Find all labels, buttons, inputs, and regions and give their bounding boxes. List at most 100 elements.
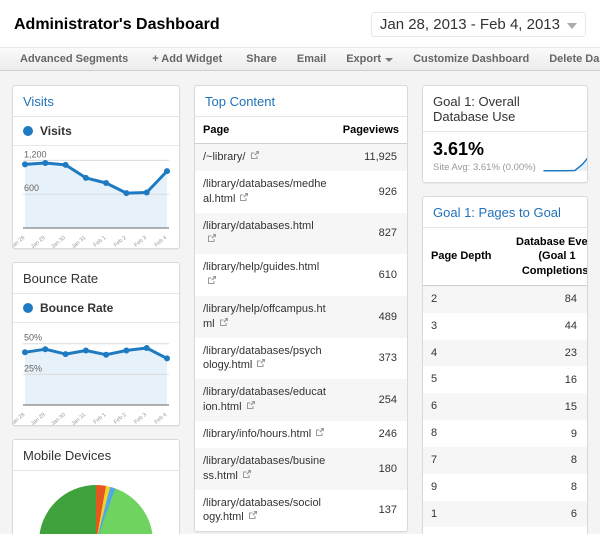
column-header-database-event: Database Event (Goal 1 Completions) xyxy=(502,228,587,286)
bounce-rate-legend: Bounce Rate xyxy=(13,294,179,323)
widget-mobile-devices: Mobile Devices xyxy=(12,439,180,534)
table-row: /library/databases/sociology.html 137 xyxy=(195,490,407,532)
svg-text:Feb 3: Feb 3 xyxy=(133,235,148,249)
open-in-new-icon[interactable] xyxy=(250,151,260,163)
export-menu-button[interactable]: Export xyxy=(336,53,403,65)
table-row: /library/help/guides.html 610 xyxy=(195,254,407,296)
table-row: /library/databases/business.html 180 xyxy=(195,447,407,490)
visits-widget-title[interactable]: Visits xyxy=(13,86,179,117)
add-widget-button[interactable]: + Add Widget xyxy=(152,53,223,65)
table-row: 2 84 xyxy=(423,285,587,313)
open-in-new-icon[interactable] xyxy=(315,427,325,440)
export-label: Export xyxy=(346,53,382,65)
row-label: 3 xyxy=(431,319,438,332)
metric-value: 246 xyxy=(378,428,397,441)
table-row: /library/info/hours.html 246 xyxy=(195,421,407,448)
bounce-rate-widget-title: Bounce Rate xyxy=(13,263,179,294)
svg-text:Jan 31: Jan 31 xyxy=(71,412,88,426)
svg-text:Jan 31: Jan 31 xyxy=(71,235,88,249)
metric-value: 8 xyxy=(570,454,577,467)
row-label: 2 xyxy=(431,292,438,305)
table-header-row: Page Depth Database Event (Goal 1 Comple… xyxy=(423,228,587,286)
row-label: /library/databases/medheal.html xyxy=(203,177,327,205)
top-content-widget-title[interactable]: Top Content xyxy=(195,86,407,117)
table-row: 114 xyxy=(423,527,587,534)
column-header-page-depth: Page Depth xyxy=(423,228,503,286)
svg-text:Feb 2: Feb 2 xyxy=(113,235,128,249)
date-range-picker[interactable]: Jan 28, 2013 - Feb 4, 2013 xyxy=(370,12,586,37)
email-button[interactable]: Email xyxy=(296,53,327,65)
svg-text:Feb 4: Feb 4 xyxy=(154,412,169,426)
legend-dot-icon xyxy=(23,303,33,313)
metric-value: 15 xyxy=(564,400,577,413)
chevron-down-icon xyxy=(385,58,394,62)
column-header-pageviews: Pageviews xyxy=(334,117,407,144)
row-label: /library/databases/sociology.html xyxy=(203,496,322,524)
metric-value: 137 xyxy=(378,504,397,517)
svg-text:Feb 3: Feb 3 xyxy=(133,412,148,426)
delete-dashboard-button[interactable]: Delete Dashboard xyxy=(549,53,600,65)
svg-text:Feb 2: Feb 2 xyxy=(113,412,128,426)
legend-dot-icon xyxy=(23,126,33,136)
metric-value: 44 xyxy=(564,320,577,333)
table-header-row: Page Pageviews xyxy=(195,117,407,144)
table-row: 6 15 xyxy=(423,393,587,421)
share-button[interactable]: Share xyxy=(246,53,277,65)
svg-text:Feb 4: Feb 4 xyxy=(154,235,169,249)
table-row: /library/databases/medheal.html 926 xyxy=(195,171,407,213)
open-in-new-icon[interactable] xyxy=(246,401,256,413)
metric-value: 254 xyxy=(378,394,397,407)
row-label: 8 xyxy=(431,427,438,440)
date-range-text: Jan 28, 2013 - Feb 4, 2013 xyxy=(379,16,560,33)
customize-dashboard-button[interactable]: Customize Dashboard xyxy=(413,53,530,65)
svg-text:Feb 1: Feb 1 xyxy=(93,235,108,249)
open-in-new-icon[interactable] xyxy=(256,359,266,371)
metric-value: 926 xyxy=(378,185,397,198)
metric-value: 16 xyxy=(564,373,577,386)
row-label: 1 xyxy=(431,507,438,520)
dashboard-grid: Visits Visits 1,200 600 Jan 28 Jan 29 Jan 30… xyxy=(0,71,600,534)
table-row: 3 44 xyxy=(423,313,587,340)
svg-text:600: 600 xyxy=(24,183,39,193)
row-label: /~library/ xyxy=(203,151,246,163)
pages-to-goal-table: Page Depth Database Event (Goal 1 Comple… xyxy=(423,228,587,534)
metric-value: 180 xyxy=(378,462,397,475)
open-in-new-icon[interactable] xyxy=(207,234,217,246)
page-header: Administrator's Dashboard Jan 28, 2013 -… xyxy=(0,0,600,47)
dashboard-toolbar: Advanced Segments + Add Widget Share Ema… xyxy=(0,47,600,71)
goal-overall-widget-title: Goal 1: Overall Database Use xyxy=(423,86,587,132)
bounce-rate-line-chart: 50% 25% Jan 28 Jan 29 Jan 30 Jan 31 Feb 1 Feb 2… xyxy=(13,323,179,425)
open-in-new-icon[interactable] xyxy=(248,511,258,523)
goal-conversion-rate: 3.61% xyxy=(433,139,485,159)
row-label: 9 xyxy=(431,480,438,493)
table-row: 5 16 xyxy=(423,366,587,393)
mobile-devices-widget-title: Mobile Devices xyxy=(13,440,179,471)
chevron-down-icon xyxy=(567,22,577,29)
table-row: /library/databases/psychology.html 373 xyxy=(195,338,407,380)
open-in-new-icon[interactable] xyxy=(242,469,252,482)
metric-value: 8 xyxy=(570,481,577,494)
row-label: 6 xyxy=(431,400,438,413)
widget-top-content: Top Content Page Pageviews /~library/11,… xyxy=(194,85,408,533)
row-label: /library/help/offcampus.html xyxy=(203,302,326,330)
metric-value: 489 xyxy=(378,310,397,323)
metric-value: 84 xyxy=(564,293,577,306)
open-in-new-icon[interactable] xyxy=(219,317,229,330)
metric-value: 827 xyxy=(378,227,397,240)
pages-to-goal-widget-title[interactable]: Goal 1: Pages to Goal xyxy=(423,197,587,228)
mobile-devices-pie-chart xyxy=(39,485,153,534)
open-in-new-icon[interactable] xyxy=(207,276,217,288)
row-label: /library/databases.html xyxy=(203,219,314,232)
legend-label: Visits xyxy=(40,124,72,138)
advanced-segments-button[interactable]: Advanced Segments xyxy=(20,53,129,65)
svg-text:1,200: 1,200 xyxy=(24,149,47,159)
open-in-new-icon[interactable] xyxy=(239,192,249,205)
row-label: /library/databases/psychology.html xyxy=(203,344,322,372)
metric-value: 23 xyxy=(564,347,577,359)
widget-pages-to-goal: Goal 1: Pages to Goal Page Depth Databas… xyxy=(422,196,588,534)
table-row: /library/help/offcampus.html 489 xyxy=(195,295,407,338)
